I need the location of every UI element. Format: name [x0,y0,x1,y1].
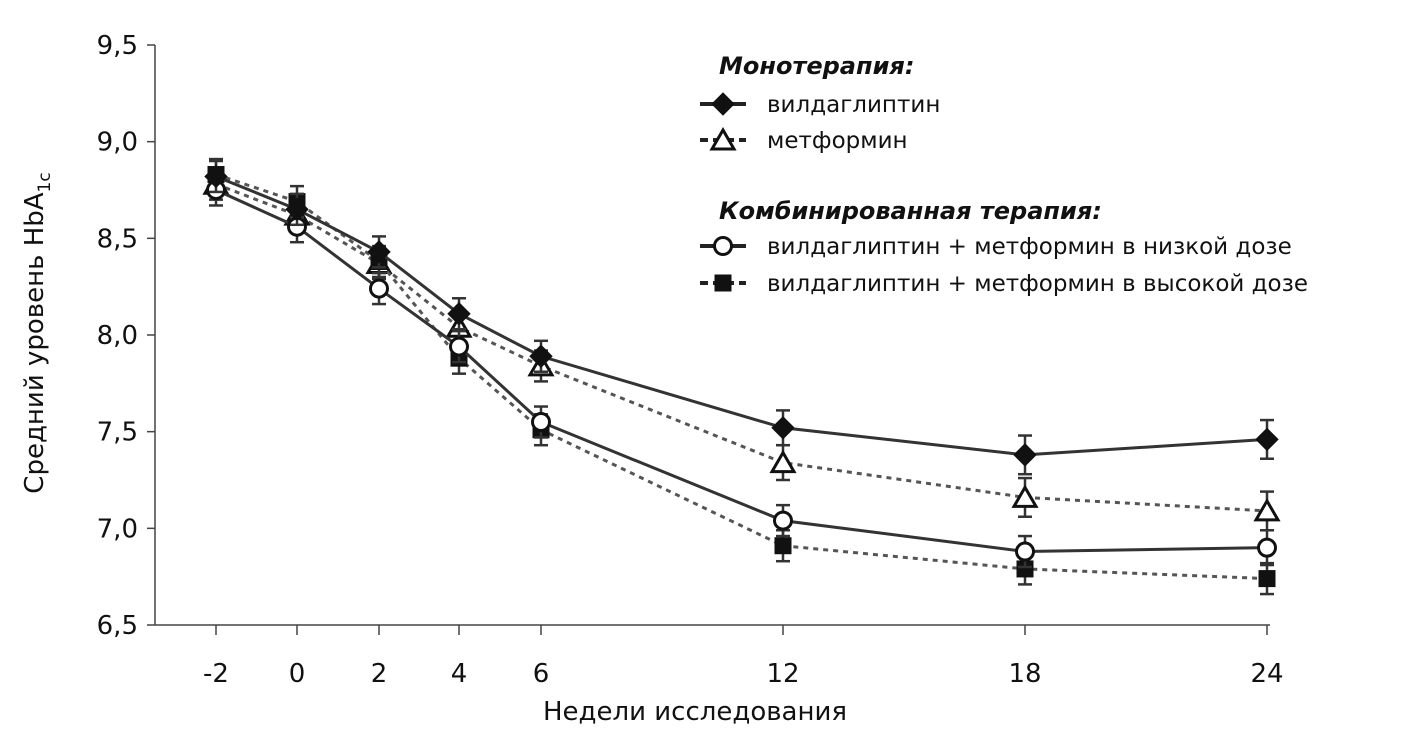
x-tick-label: 4 [451,659,468,689]
data-point [529,344,553,368]
legend-label: вилдаглиптин + метформин в высокой дозе [767,271,1308,297]
y-axis-title: Средний уровень HbA1c [20,172,55,493]
x-axis-title: Недели исследования [543,697,847,727]
legend-item: метформин [700,127,908,154]
series-3 [206,173,1277,569]
y-tick-label: 9,5 [97,31,138,61]
series-1 [204,159,1279,476]
y-tick-label: 7,0 [97,514,138,544]
data-point [1257,537,1277,558]
legend-marker [713,236,733,256]
legend-group-title: Монотерапия: [719,52,914,80]
data-point [367,240,391,264]
x-tick-label: 12 [766,659,799,689]
x-tick-label: 0 [289,659,306,689]
data-point [285,197,309,222]
legend-item: вилдаглиптин + метформин в низкой дозе [700,234,1292,260]
data-point [769,449,797,474]
x-tick-label: 18 [1008,659,1041,689]
data-point [1255,427,1279,452]
data-point [1015,541,1035,562]
series-line [215,175,1268,457]
data-point [447,302,471,326]
legend-label: вилдаглиптин [767,92,940,118]
series-layer [202,157,1281,596]
data-point [1011,484,1039,508]
data-point [1258,570,1276,588]
data-point [771,416,795,440]
x-tick-label: 24 [1250,659,1283,689]
x-tick-label: 6 [533,659,550,689]
axes: 6,57,07,58,08,59,09,5-2 0 2 4 6 12 18 24 [97,31,1284,689]
data-point [773,510,793,531]
y-axis-title-subscript: 1c [35,172,55,192]
legend-label: вилдаглиптин + метформин в низкой дозе [767,234,1292,260]
data-point [204,164,228,189]
x-tick-label: -2 [203,659,229,689]
data-point [531,412,551,432]
legend-marker [709,127,737,151]
legend: Монотерапия: вилдаглиптин метформин Комбини… [700,52,1308,297]
y-tick-label: 6,5 [97,611,138,641]
data-point [1013,443,1037,467]
legend-marker [714,274,732,292]
data-point [1253,497,1281,522]
y-tick-label: 8,5 [97,224,138,254]
legend-label: метформин [767,128,908,154]
y-axis-title-main: Средний уровень HbA [20,192,50,493]
y-tick-label: 7,5 [97,418,138,448]
y-tick-label: 8,0 [97,321,138,351]
x-tick-label: 2 [371,659,388,689]
legend-item: вилдаглиптин + метформин в высокой дозе [700,271,1308,297]
y-tick-label: 9,0 [97,128,138,158]
data-point [449,336,469,357]
legend-group-title: Комбинированная терапия: [719,197,1102,225]
data-point [774,537,792,555]
series-line [215,188,1268,554]
series-line [215,182,1268,513]
series-line [215,173,1268,581]
legend-marker [711,92,735,116]
legend-item: вилдаглиптин [700,92,940,118]
data-point [369,278,389,299]
